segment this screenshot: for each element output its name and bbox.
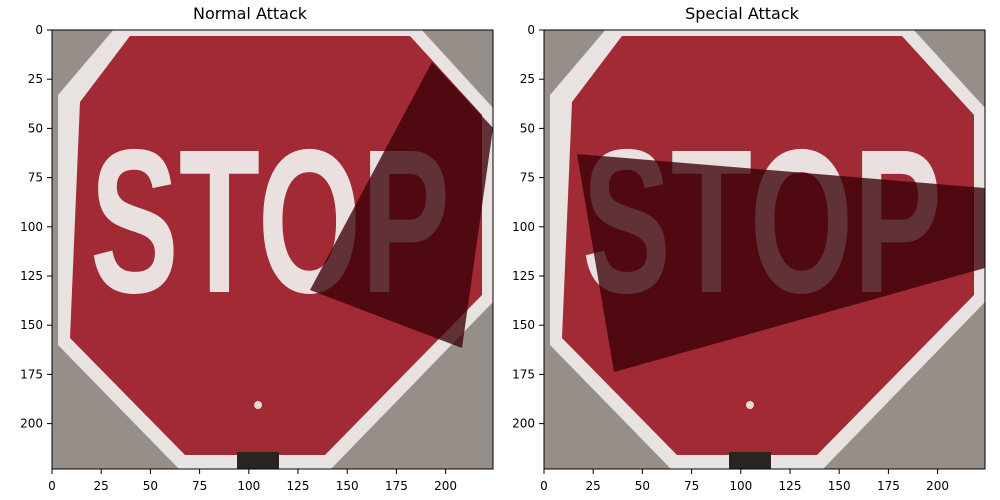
x-tick-label: 0 xyxy=(48,479,56,493)
y-tick-label: 50 xyxy=(520,121,535,135)
stop-sign-image: STOP xyxy=(52,30,493,469)
panel-title: Normal Attack xyxy=(192,4,308,23)
y-tick-label: 25 xyxy=(520,72,535,86)
x-tick-label: 150 xyxy=(336,479,359,493)
y-tick-label: 125 xyxy=(20,269,43,283)
panel-normal-attack: Normal Attack STOP 0 25 50 75 100 125 150 175 20… xyxy=(20,4,494,493)
y-tick-label: 50 xyxy=(28,121,43,135)
y-tick-label: 200 xyxy=(20,417,43,431)
y-tick-label: 25 xyxy=(28,72,43,86)
x-tick-label: 125 xyxy=(287,479,310,493)
y-tick-label: 75 xyxy=(520,171,535,185)
axes-frame xyxy=(51,29,494,470)
y-tick-label: 125 xyxy=(512,269,535,283)
y-tick-label: 100 xyxy=(20,220,43,234)
sign-face xyxy=(70,36,482,455)
axes-frame xyxy=(543,29,986,470)
attack-overlay xyxy=(310,62,493,348)
panel-special-attack: Special Attack STOP 0 25 50 75 100 125 150 175 2… xyxy=(492,0,992,500)
x-tick-label: 200 xyxy=(434,479,457,493)
x-tick-label: 150 xyxy=(828,479,851,493)
y-tick-label: 175 xyxy=(20,367,43,381)
x-tick-label: 50 xyxy=(143,479,158,493)
x-tick-label: 75 xyxy=(192,479,207,493)
x-tick-label: 0 xyxy=(540,479,548,493)
y-tick-label: 100 xyxy=(512,220,535,234)
x-tick-label: 25 xyxy=(586,479,601,493)
x-tick-label: 175 xyxy=(877,479,900,493)
stop-sign-image: STOP xyxy=(544,30,985,469)
x-tick-label: 125 xyxy=(779,479,802,493)
image-plot-special: STOP 0 25 50 75 100 125 150 175 200 0 25 50 75 100 125… xyxy=(512,23,986,493)
y-tick-label: 150 xyxy=(20,318,43,332)
panel-title: Special Attack xyxy=(685,4,799,23)
x-tick-label: 100 xyxy=(729,479,752,493)
y-tick-label: 175 xyxy=(512,367,535,381)
y-tick-label: 200 xyxy=(512,417,535,431)
x-tick-label: 200 xyxy=(926,479,949,493)
attack-overlay xyxy=(577,154,985,372)
y-tick-label: 0 xyxy=(527,23,535,37)
x-tick-label: 50 xyxy=(635,479,650,493)
x-tick-label: 75 xyxy=(684,479,699,493)
y-tick-label: 150 xyxy=(512,318,535,332)
x-tick-label: 175 xyxy=(385,479,408,493)
y-tick-label: 0 xyxy=(35,23,43,37)
x-tick-label: 100 xyxy=(237,479,260,493)
y-tick-label: 75 xyxy=(28,171,43,185)
image-plot-normal: STOP 0 25 50 75 100 125 150 175 200 0 25 50 75 100 125… xyxy=(20,23,494,493)
x-tick-label: 25 xyxy=(94,479,109,493)
